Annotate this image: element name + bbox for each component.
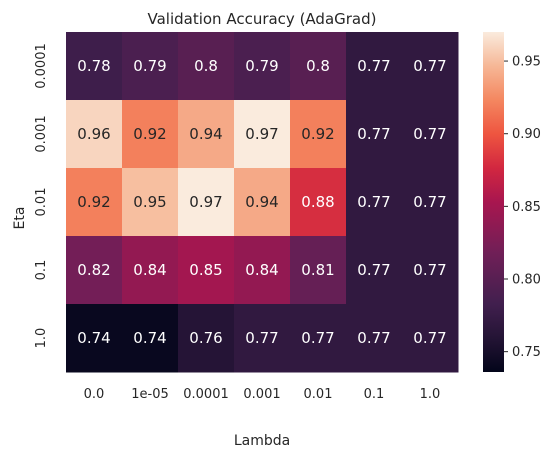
- heatmap-cell: [122, 32, 179, 101]
- cell-value-label: 0.94: [189, 125, 222, 143]
- heatmap-cell: [122, 236, 179, 305]
- cell-value-label: 0.8: [194, 57, 218, 75]
- heatmap-cell: [234, 168, 291, 237]
- heatmap-cell: [346, 168, 403, 237]
- colorbar-tick-label: 0.80: [512, 273, 541, 288]
- heatmap-cell: [178, 100, 235, 169]
- y-tick-label: 1.0: [34, 328, 49, 349]
- heatmap-cell: [402, 32, 459, 101]
- heatmap-cell: [402, 168, 459, 237]
- cell-value-label: 0.77: [357, 261, 390, 279]
- cell-value-label: 0.77: [413, 57, 446, 75]
- colorbar-ticks: 0.75 0.80 0.85 0.90 0.95: [504, 55, 541, 360]
- heatmap-cell: [66, 236, 123, 305]
- y-axis-label: Eta: [12, 207, 28, 230]
- x-tick-label: 0.0: [84, 387, 105, 402]
- cell-value-label: 0.77: [413, 193, 446, 211]
- x-tick-labels: 0.0 1e-05 0.0001 0.001 0.01 0.1 1.0: [84, 387, 441, 402]
- cell-value-label: 0.95: [133, 193, 166, 211]
- cell-value-label: 0.94: [245, 193, 278, 211]
- cell-value-label: 0.77: [301, 329, 334, 347]
- cell-value-label: 0.8: [306, 57, 330, 75]
- heatmap-cell: [290, 304, 347, 373]
- y-tick-labels: 0.0001 0.001 0.01 0.1 1.0: [34, 43, 49, 348]
- heatmap-cell: [346, 304, 403, 373]
- cell-value-label: 0.79: [245, 57, 278, 75]
- cell-value-label: 0.77: [413, 329, 446, 347]
- x-tick-label: 0.1: [364, 387, 385, 402]
- heatmap-cell: [66, 304, 123, 373]
- cell-value-label: 0.74: [77, 329, 110, 347]
- heatmap-cell: [290, 168, 347, 237]
- x-tick-label: 0.001: [243, 387, 280, 402]
- cell-value-label: 0.77: [245, 329, 278, 347]
- chart-title: Validation Accuracy (AdaGrad): [147, 10, 376, 28]
- colorbar-tick-label: 0.75: [512, 345, 541, 360]
- heatmap-cell: [66, 168, 123, 237]
- cell-value-label: 0.92: [133, 125, 166, 143]
- heatmap-cell: [290, 100, 347, 169]
- x-tick-label: 0.0001: [183, 387, 229, 402]
- heatmap-cell: [402, 236, 459, 305]
- x-axis-label: Lambda: [234, 433, 290, 449]
- colorbar: [483, 32, 504, 372]
- cell-value-label: 0.84: [245, 261, 278, 279]
- cell-value-label: 0.74: [133, 329, 166, 347]
- y-tick-label: 0.001: [34, 115, 49, 152]
- heatmap-cell: [402, 100, 459, 169]
- heatmap-cell: [290, 236, 347, 305]
- cell-value-label: 0.76: [189, 329, 222, 347]
- colorbar-tick-label: 0.90: [512, 127, 541, 142]
- heatmap-cell: [290, 32, 347, 101]
- heatmap-cell: [402, 304, 459, 373]
- heatmap-cell: [234, 100, 291, 169]
- cell-value-label: 0.97: [245, 125, 278, 143]
- heatmap-cell: [122, 100, 179, 169]
- cell-value-label: 0.79: [133, 57, 166, 75]
- heatmap-cell: [122, 168, 179, 237]
- heatmap-cell: [178, 168, 235, 237]
- y-tick-label: 0.01: [34, 188, 49, 217]
- heatmap-cell: [346, 100, 403, 169]
- y-tick-label: 0.0001: [34, 43, 49, 89]
- cell-value-label: 0.88: [301, 193, 334, 211]
- cell-value-label: 0.77: [357, 57, 390, 75]
- cell-value-label: 0.77: [413, 261, 446, 279]
- heatmap-cell: [66, 100, 123, 169]
- x-tick-label: 1.0: [420, 387, 441, 402]
- cell-value-label: 0.85: [189, 261, 222, 279]
- heatmap-cell: [178, 32, 235, 101]
- heatmap-cell: [234, 304, 291, 373]
- heatmap-cell: [178, 304, 235, 373]
- cell-value-label: 0.82: [77, 261, 110, 279]
- heatmap-cell: [346, 32, 403, 101]
- x-tick-label: 1e-05: [131, 387, 169, 402]
- heatmap-cell: [178, 236, 235, 305]
- heatmap-cells: 0.78 0.79 0.8 0.79 0.8 0.77 0.77 0.96 0.92 0.94 0.…: [66, 32, 459, 373]
- colorbar-tick-label: 0.95: [512, 55, 541, 70]
- cell-value-label: 0.97: [189, 193, 222, 211]
- heatmap-cell: [66, 32, 123, 101]
- y-tick-label: 0.1: [34, 260, 49, 281]
- cell-value-label: 0.96: [77, 125, 110, 143]
- cell-value-label: 0.81: [301, 261, 334, 279]
- x-tick-label: 0.01: [304, 387, 333, 402]
- cell-value-label: 0.77: [357, 193, 390, 211]
- cell-value-label: 0.92: [77, 193, 110, 211]
- heatmap-cell: [234, 236, 291, 305]
- heatmap-cell: [122, 304, 179, 373]
- cell-value-label: 0.84: [133, 261, 166, 279]
- cell-value-label: 0.77: [357, 329, 390, 347]
- colorbar-tick-label: 0.85: [512, 200, 541, 215]
- cell-value-label: 0.77: [357, 125, 390, 143]
- cell-value-label: 0.92: [301, 125, 334, 143]
- heatmap-cell: [234, 32, 291, 101]
- cell-value-label: 0.77: [413, 125, 446, 143]
- heatmap-cell: [346, 236, 403, 305]
- cell-value-label: 0.78: [77, 57, 110, 75]
